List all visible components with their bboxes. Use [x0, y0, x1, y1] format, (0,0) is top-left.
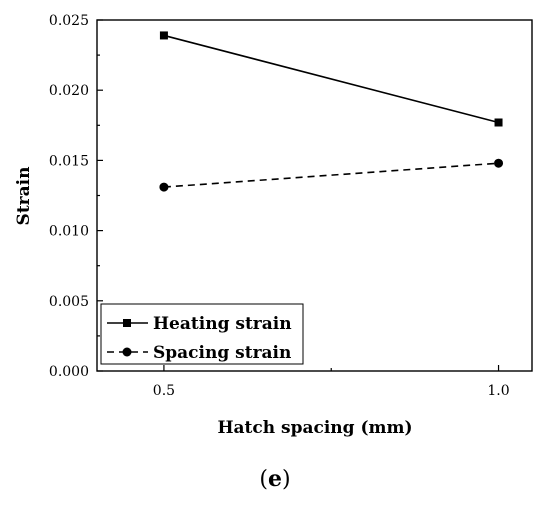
series-layer: [159, 31, 503, 191]
legend-marker-2: [123, 348, 132, 357]
y-tick-label: 0.010: [49, 224, 89, 240]
y-tick-label: 0.005: [49, 294, 89, 310]
data-point-1: [160, 31, 168, 39]
legend-label-1: Heating strain: [153, 314, 292, 334]
x-axis-title: Hatch spacing (mm): [217, 418, 412, 438]
series-line-1: [164, 35, 499, 122]
data-point-1: [495, 118, 503, 126]
x-tick-label: 0.5: [153, 383, 175, 399]
series-line-2: [164, 163, 499, 187]
data-point-2: [494, 159, 503, 168]
y-tick-label: 0.000: [49, 364, 89, 380]
x-tick-label: 1.0: [487, 383, 509, 399]
y-tick-label: 0.015: [49, 153, 89, 169]
legend-label-2: Spacing strain: [153, 343, 291, 363]
legend-marker-1: [123, 319, 131, 327]
y-axis-title: Strain: [14, 167, 34, 226]
legend: Heating strain Spacing strain: [101, 304, 303, 364]
y-tick-label: 0.020: [49, 83, 89, 99]
x-axis: 0.5 1.0: [153, 365, 510, 399]
y-axis: 0.000 0.005 0.010 0.015 0.020 0.025: [49, 13, 103, 380]
data-point-2: [159, 183, 168, 192]
panel-label: (e): [0, 466, 550, 492]
y-tick-label: 0.025: [49, 13, 89, 29]
